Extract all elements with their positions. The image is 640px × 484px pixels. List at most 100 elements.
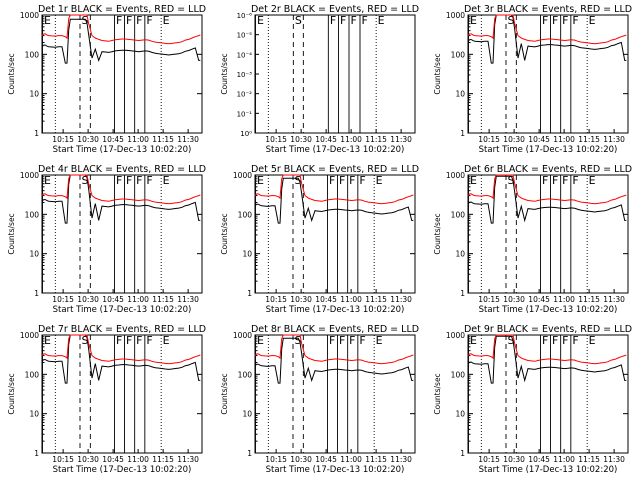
y-tick-label: 1: [247, 449, 252, 458]
x-tick-label: 11:00: [127, 295, 149, 304]
x-tick-label: 11:30: [390, 455, 412, 464]
events-series-line: [254, 337, 414, 384]
y-tick-label: 10: [455, 250, 465, 259]
marker-label: F: [359, 334, 365, 347]
x-axis-label: Start Time (17-Dec-13 10:02:20): [53, 145, 192, 155]
panel-title: Det 4r BLACK = Events, RED = LLD: [38, 164, 206, 175]
x-tick-label: 11:30: [603, 295, 625, 304]
x-tick-label: 11:30: [390, 135, 412, 144]
x-axis-label: Start Time (17-Dec-13 10:02:20): [479, 465, 618, 475]
x-tick-label: 11:15: [578, 455, 600, 464]
plot-frame: [467, 174, 629, 294]
x-tick-label: 11:15: [365, 455, 387, 464]
x-tick-label: 10:15: [265, 455, 287, 464]
y-axis-label: Counts/sec: [433, 213, 442, 254]
y-tick-label: 10⁰: [240, 130, 252, 138]
plot-frame: [254, 174, 416, 294]
marker-label: E: [44, 174, 51, 187]
y-axis-label: Counts/sec: [7, 213, 16, 254]
marker-label: F: [126, 334, 132, 347]
y-tick-label: 1: [247, 289, 252, 298]
marker-label: F: [359, 174, 365, 187]
y-tick-label: 1000: [446, 331, 465, 340]
events-series-line: [41, 334, 201, 384]
marker-label: E: [470, 14, 477, 27]
y-tick-label: 10⁻⁵: [237, 32, 253, 40]
y-axis-label: Counts/sec: [433, 53, 442, 94]
y-tick-label: 10⁻¹: [237, 110, 253, 118]
x-tick-label: 11:15: [365, 295, 387, 304]
marker-label: F: [349, 174, 355, 187]
x-tick-label: 11:00: [340, 455, 362, 464]
y-tick-label: 10⁻⁴: [237, 51, 253, 59]
x-tick-label: 11:00: [127, 135, 149, 144]
x-tick-label: 10:45: [528, 455, 550, 464]
marker-label: F: [572, 14, 578, 27]
x-tick-label: 10:30: [77, 295, 99, 304]
marker-label: F: [542, 14, 548, 27]
y-axis-label: Counts/sec: [7, 373, 16, 414]
marker-label: F: [116, 174, 122, 187]
lld-series-line: [41, 174, 201, 205]
x-tick-label: 10:45: [315, 295, 337, 304]
marker-label: S: [82, 174, 89, 187]
x-tick-label: 10:30: [77, 455, 99, 464]
marker-label: E: [378, 14, 385, 27]
marker-label: E: [44, 14, 51, 27]
marker-label: F: [330, 14, 336, 27]
marker-label: E: [376, 334, 383, 347]
x-tick-label: 11:00: [553, 455, 575, 464]
x-tick-label: 11:00: [127, 455, 149, 464]
x-tick-label: 11:15: [365, 135, 387, 144]
x-axis-label: Start Time (17-Dec-13 10:02:20): [53, 465, 192, 475]
y-tick-label: 100: [451, 370, 466, 379]
x-tick-label: 11:15: [152, 295, 174, 304]
marker-label: E: [376, 174, 383, 187]
y-tick-label: 100: [25, 210, 40, 219]
events-series-line: [467, 335, 627, 384]
y-tick-label: 10: [29, 410, 39, 419]
marker-label: S: [295, 334, 302, 347]
y-tick-label: 1: [34, 449, 39, 458]
marker-label: F: [572, 174, 578, 187]
lld-series-line: [254, 174, 414, 205]
events-series-line: [467, 175, 627, 224]
x-axis-label: Start Time (17-Dec-13 10:02:20): [266, 145, 405, 155]
x-tick-label: 10:30: [290, 455, 312, 464]
y-tick-label: 1: [460, 289, 465, 298]
y-tick-label: 1000: [233, 331, 252, 340]
events-series-line: [41, 174, 201, 224]
marker-label: F: [146, 174, 152, 187]
x-tick-label: 11:30: [603, 135, 625, 144]
marker-label: S: [82, 334, 89, 347]
x-tick-label: 11:30: [177, 455, 199, 464]
y-tick-label: 1000: [20, 171, 39, 180]
x-tick-label: 10:15: [52, 295, 74, 304]
x-axis-label: Start Time (17-Dec-13 10:02:20): [266, 305, 405, 315]
x-tick-label: 11:30: [390, 295, 412, 304]
panel-title: Det 6r BLACK = Events, RED = LLD: [464, 164, 632, 175]
x-tick-label: 11:30: [177, 135, 199, 144]
y-tick-label: 10: [242, 250, 252, 259]
events-series-line: [41, 18, 201, 64]
marker-label: F: [340, 14, 346, 27]
marker-label: S: [295, 14, 302, 27]
marker-label: F: [562, 334, 568, 347]
marker-label: S: [508, 334, 515, 347]
x-tick-label: 11:00: [340, 135, 362, 144]
marker-label: E: [589, 174, 596, 187]
y-tick-label: 100: [25, 50, 40, 59]
x-tick-label: 10:45: [528, 135, 550, 144]
panel-title: Det 8r BLACK = Events, RED = LLD: [251, 324, 419, 335]
marker-label: E: [163, 334, 170, 347]
marker-label: F: [349, 334, 355, 347]
plot-frame: [41, 174, 203, 294]
x-tick-label: 11:00: [553, 295, 575, 304]
marker-label: E: [257, 174, 264, 187]
marker-label: F: [136, 334, 142, 347]
y-tick-label: 1000: [446, 171, 465, 180]
plot-frame: [41, 14, 203, 134]
marker-label: F: [136, 14, 142, 27]
marker-label: F: [146, 14, 152, 27]
plot-frame: [41, 334, 203, 454]
